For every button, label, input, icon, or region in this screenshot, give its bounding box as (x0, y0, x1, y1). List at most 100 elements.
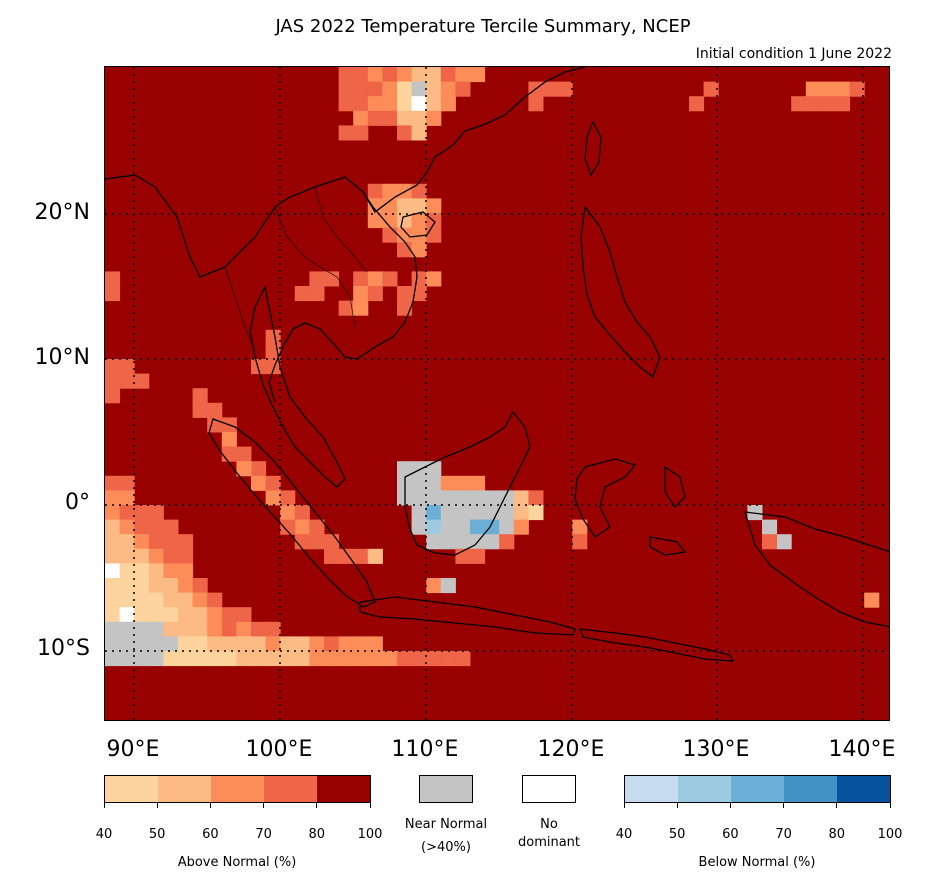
probability-cell (207, 402, 223, 418)
probability-cell (499, 519, 515, 535)
philippines (580, 205, 661, 379)
above-tick-mark (103, 803, 105, 808)
below-80-100-swatch (837, 776, 890, 802)
malay-peninsula (249, 285, 346, 488)
below-normal-title: Below Normal (%) (698, 855, 816, 870)
probability-cell (470, 505, 486, 521)
probability-cell (119, 359, 135, 375)
probability-cell (397, 96, 413, 112)
probability-cell (470, 519, 486, 535)
probability-cell (178, 621, 194, 637)
probability-cell (134, 505, 150, 521)
above-tick-mark (156, 803, 158, 808)
probability-cell (528, 505, 544, 521)
probability-cell (105, 373, 121, 389)
probability-cell (572, 519, 588, 535)
probability-cell (528, 96, 544, 112)
coastlines (105, 67, 889, 662)
above-tick-mark (369, 803, 371, 808)
probability-cell (513, 505, 529, 521)
probability-cell (105, 578, 121, 594)
probability-cell (265, 329, 281, 345)
probability-cell (411, 110, 427, 126)
probability-cell (411, 490, 427, 506)
below-tick-label: 50 (668, 827, 686, 842)
probability-cell (411, 183, 427, 199)
probability-cell (440, 505, 456, 521)
probability-cell (134, 592, 150, 608)
probability-cell (367, 198, 383, 214)
probability-cell (134, 636, 150, 652)
near-normal-swatch (419, 775, 473, 803)
new-guinea (744, 511, 889, 628)
probability-cell (484, 519, 500, 535)
probability-cell (367, 636, 383, 652)
java (359, 596, 576, 636)
probability-cell (178, 563, 194, 579)
probability-cell (119, 651, 135, 667)
probability-cell (455, 534, 471, 550)
probability-cell (411, 67, 427, 83)
probability-cell (689, 96, 705, 112)
probability-cell (280, 636, 296, 652)
probability-cell (411, 81, 427, 97)
probability-cell (411, 475, 427, 491)
probability-cell (105, 592, 121, 608)
probability-cell (426, 110, 442, 126)
lon-label-110e: 110°E (391, 737, 459, 762)
probability-cells (105, 67, 880, 667)
probability-cell (265, 359, 281, 375)
probability-cell (791, 96, 807, 112)
probability-cell (426, 227, 442, 243)
probability-cell (207, 621, 223, 637)
lat-label-10s: 10°S (37, 636, 90, 661)
taiwan (584, 120, 602, 177)
border-line (314, 186, 368, 273)
probability-cell (528, 490, 544, 506)
probability-cell (484, 534, 500, 550)
probability-cell (499, 505, 515, 521)
below-normal-colorbar (624, 775, 891, 803)
probability-cell (192, 402, 208, 418)
probability-cell (849, 81, 865, 97)
probability-cell (382, 651, 398, 667)
probability-cell (367, 271, 383, 287)
probability-cell (411, 505, 427, 521)
probability-cell (163, 519, 179, 535)
probability-cell (411, 227, 427, 243)
probability-cell (397, 125, 413, 141)
probability-cell (470, 548, 486, 564)
halmahera (664, 465, 686, 509)
probability-cell (134, 373, 150, 389)
near-normal-label: Near Normal (404, 817, 488, 832)
lon-label-120e: 120°E (537, 737, 605, 762)
probability-cell (557, 81, 573, 97)
probability-cell (105, 636, 121, 652)
probability-cell (440, 475, 456, 491)
sulawesi (574, 458, 637, 538)
probability-cell (426, 578, 442, 594)
probability-cell (148, 548, 164, 564)
probability-cell (455, 519, 471, 535)
probability-cell (119, 607, 135, 623)
above-tick-label: 100 (357, 827, 383, 842)
probability-cell (105, 490, 121, 506)
probability-cell (455, 67, 471, 83)
lat-label-20n: 20°N (34, 200, 90, 225)
probability-cell (163, 621, 179, 637)
probability-cell (411, 198, 427, 214)
probability-cell (134, 578, 150, 594)
lat-label-10n: 10°N (34, 345, 90, 370)
probability-cell (221, 432, 237, 448)
probability-cell (397, 67, 413, 83)
near-normal-sublabel: (>40%) (421, 840, 471, 855)
probability-cell (163, 578, 179, 594)
probability-cell (178, 607, 194, 623)
probability-cell (251, 636, 267, 652)
probability-cell (805, 96, 821, 112)
below-70-80-swatch (784, 776, 837, 802)
below-50-60-swatch (678, 776, 731, 802)
probability-cell (148, 651, 164, 667)
above-80-100-swatch (317, 776, 370, 802)
probability-cell (455, 475, 471, 491)
